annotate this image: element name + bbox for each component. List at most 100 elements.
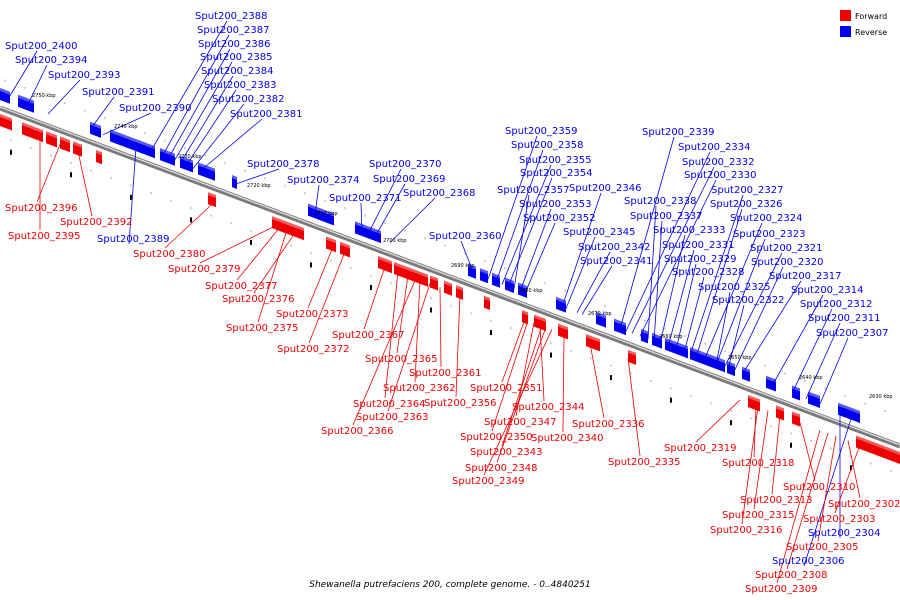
reverse-leader-line: [89, 96, 115, 131]
reverse-leader-line: [501, 164, 552, 285]
reverse-gene-label: Sput200_2368: [403, 188, 476, 199]
grid-dot-upper: [884, 410, 886, 413]
grid-dot-upper: [124, 124, 126, 127]
minor-tick: [130, 194, 132, 200]
reverse-gene: [140, 140, 155, 159]
reverse-gene-label: Sput200_2325: [698, 282, 771, 293]
forward-gene-label: Sput200_2379: [168, 264, 241, 275]
reverse-gene: [160, 148, 175, 166]
reverse-leader-line: [487, 135, 538, 280]
forward-leader-line: [77, 151, 93, 217]
grid-dot-upper: [544, 282, 546, 285]
gene-labels: Sput200_2400 Sput200_2394 Sput200_2393 Sput…: [5, 11, 900, 595]
forward-gene-label: Sput200_2340: [531, 433, 604, 444]
grid-dot-upper: [304, 192, 306, 195]
grid-dot-upper: [604, 304, 606, 307]
forward-gene-label: Sput200_2366: [321, 426, 394, 437]
legend: Forward Reverse: [840, 10, 887, 37]
forward-gene-label: Sput200_2376: [222, 294, 295, 305]
grid-dot-lower: [470, 312, 472, 315]
reverse-gene-label: Sput200_2358: [511, 140, 584, 151]
forward-gene: [46, 131, 57, 148]
minor-tick: [310, 262, 312, 268]
minor-tick: [70, 172, 72, 178]
legend-reverse-swatch: [840, 26, 851, 37]
reverse-gene-label: Sput200_2387: [197, 25, 270, 36]
reverse-gene-label: Sput200_2345: [563, 227, 636, 238]
grid-dot-lower: [890, 470, 892, 473]
forward-leader-line: [786, 432, 829, 570]
grid-dot-upper: [744, 357, 746, 360]
forward-gene-label: Sput200_2308: [755, 570, 828, 581]
forward-leader-line: [363, 266, 386, 330]
leader-lines: [7, 20, 861, 584]
reverse-gene-label: Sput200_2312: [800, 299, 873, 310]
forward-leader-line: [776, 429, 821, 584]
forward-gene: [60, 136, 70, 153]
ruler-tick-label: 2630 kbp: [869, 394, 893, 400]
reverse-gene: [480, 268, 488, 284]
grid-dot-upper: [624, 312, 626, 315]
ruler-tick-label: 2690 kbp: [451, 263, 475, 269]
reverse-gene-label: Sput200_2304: [808, 528, 881, 539]
grid-dot-upper: [824, 387, 826, 390]
ruler-tick-label: 2650 kbp: [728, 355, 752, 361]
reverse-leader-line: [805, 322, 841, 399]
reverse-leader-line: [741, 280, 802, 375]
reverse-leader-line: [513, 194, 530, 290]
grid-dot-lower: [450, 304, 452, 307]
grid-dot-upper: [164, 139, 166, 142]
reverse-gene: [308, 203, 334, 226]
forward-gene: [868, 440, 900, 465]
reverse-gene-label: Sput200_2342: [578, 242, 651, 253]
forward-gene-label: Sput200_2336: [572, 419, 645, 430]
forward-leader-line: [695, 399, 741, 443]
forward-leader-line: [589, 343, 605, 419]
grid-dot-upper: [384, 222, 386, 225]
forward-gene: [96, 150, 102, 165]
forward-gene: [272, 216, 290, 235]
forward-gene: [394, 261, 420, 284]
reverse-gene-label: Sput200_2324: [730, 213, 803, 224]
grid-dot-lower: [250, 229, 252, 232]
reverse-gene-label: Sput200_2353: [519, 199, 592, 210]
forward-leader-line: [352, 278, 417, 426]
forward-leader-line: [539, 324, 545, 402]
forward-leader-line: [164, 202, 215, 249]
reverse-leader-line: [102, 112, 152, 136]
grid-dot-upper: [344, 207, 346, 210]
grid-dot-lower: [310, 252, 312, 255]
reverse-gene-label: Sput200_2306: [772, 556, 845, 567]
forward-gene: [792, 411, 800, 427]
grid-dot-lower: [370, 274, 372, 277]
reverse-leader-line: [374, 183, 406, 238]
forward-gene-label: Sput200_2335: [608, 457, 681, 468]
reverse-gene: [838, 402, 852, 421]
reverse-leader-line: [507, 177, 553, 287]
forward-leader-line: [257, 229, 288, 323]
forward-gene: [558, 323, 568, 340]
reverse-gene: [614, 318, 626, 336]
ruler-tick-label: 2670 kbp: [588, 311, 612, 317]
reverse-gene: [641, 328, 648, 344]
forward-leader-line: [307, 246, 334, 309]
forward-leader-line: [771, 414, 781, 495]
grid-dot-upper: [664, 327, 666, 330]
minor-tick: [430, 307, 432, 313]
forward-gene: [776, 405, 784, 421]
reverse-gene-label: Sput200_2374: [287, 175, 360, 186]
grid-dot-lower: [730, 409, 732, 412]
grid-dot-lower: [170, 199, 172, 202]
reverse-gene-label: Sput200_2323: [733, 229, 806, 240]
grid-dot-lower: [230, 222, 232, 225]
reverse-leader-line: [173, 61, 233, 162]
grid-dot-lower: [510, 327, 512, 330]
forward-gene: [444, 280, 452, 296]
reverse-gene-label: Sput200_2391: [82, 87, 155, 98]
forward-gene: [522, 310, 528, 325]
forward-gene: [456, 285, 463, 300]
reverse-leader-line: [723, 252, 783, 369]
minor-tick: [610, 375, 612, 381]
grid-dot-upper: [684, 334, 686, 337]
forward-gene: [430, 275, 438, 291]
